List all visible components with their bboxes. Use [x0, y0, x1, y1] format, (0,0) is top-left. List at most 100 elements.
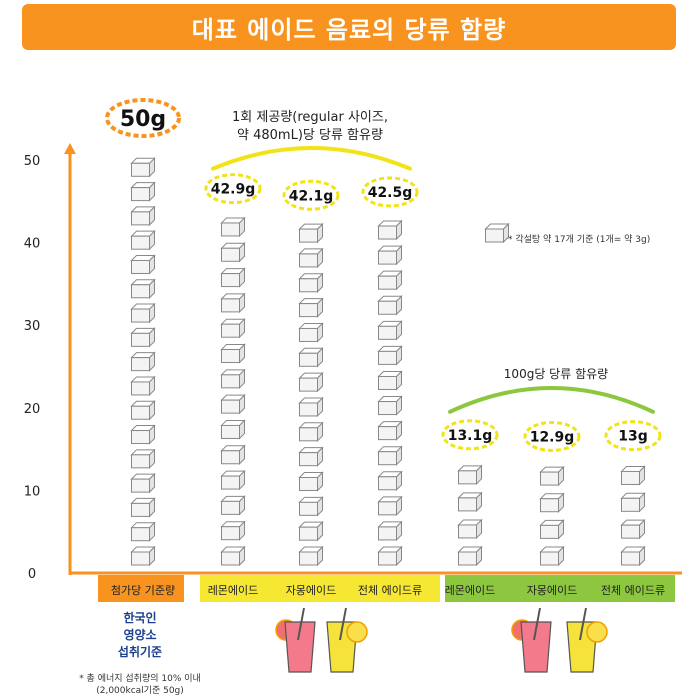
- sugar-cube: [220, 545, 246, 567]
- sugar-cube: [377, 295, 403, 316]
- sugar-cube: [377, 395, 403, 416]
- category-label: 전체 에이드류: [601, 584, 665, 597]
- sugar-cube: [220, 267, 246, 288]
- side-note-line-1: 한국인: [123, 611, 157, 625]
- data-label: 42.9g: [211, 182, 256, 198]
- bar-2-2: [539, 465, 565, 567]
- sugar-cube: [130, 351, 156, 372]
- sugar-cube: [220, 216, 246, 238]
- value-label: 13.1g: [441, 419, 499, 451]
- sugar-cube: [620, 545, 646, 567]
- sugar-cube: [220, 495, 246, 516]
- sugar-cube: [377, 370, 403, 391]
- sugar-cube: [220, 343, 246, 364]
- sugar-cube: [457, 491, 483, 513]
- sugar-cube: [130, 254, 156, 275]
- category-label: 레몬에이드: [445, 584, 496, 597]
- sugar-cube: [298, 222, 324, 244]
- sugar-cube: [539, 545, 565, 567]
- sugar-cube: [539, 465, 565, 487]
- category-label: 자몽에이드: [527, 584, 578, 597]
- category-band-2: [200, 575, 440, 602]
- reference-label: 50g: [105, 98, 181, 138]
- sugar-cube: [220, 469, 246, 491]
- sugar-cube: [130, 375, 156, 397]
- sugar-cube: [298, 421, 324, 443]
- sugar-cube: [298, 545, 324, 567]
- sugar-cube: [298, 272, 324, 293]
- y-tick-label: 30: [24, 319, 41, 334]
- sugar-cube: [130, 327, 156, 348]
- group-arc: [211, 146, 412, 171]
- sugar-cube: [457, 545, 483, 567]
- sugar-cube: [298, 322, 324, 343]
- sugar-cube: [130, 472, 156, 494]
- side-footnote-1: * 총 에너지 섭취량의 10% 이내: [79, 674, 201, 684]
- sugar-cube: [220, 444, 246, 465]
- grapefruit-ade-icon: [520, 607, 552, 673]
- sugar-cube: [377, 445, 403, 466]
- sugar-cube: [130, 205, 156, 227]
- value-label: 13g: [604, 420, 662, 452]
- sugar-cube: [620, 465, 646, 486]
- data-label: 50g: [120, 107, 166, 132]
- sugar-cube: [377, 470, 403, 491]
- sugar-cube: [620, 518, 646, 540]
- bar-reference: [130, 157, 156, 567]
- sugar-cube: [377, 244, 403, 266]
- group-title: 1회 제공량(regular 사이즈,: [232, 110, 388, 125]
- sugar-cube: [130, 400, 156, 421]
- sugar-cube: [377, 320, 403, 341]
- sugar-cube: [130, 181, 156, 202]
- cube-unit-note: * 각설탕 약 17개 기준 (1개= 약 3g): [508, 235, 651, 245]
- sugar-cube: [130, 545, 156, 567]
- side-note-line-2: 영양소: [123, 628, 157, 642]
- data-label: 13.1g: [448, 428, 493, 444]
- sugar-cube: [220, 393, 246, 415]
- sugar-cube: [130, 229, 156, 251]
- category-band-1: [98, 575, 184, 602]
- cube-unit-icon: [484, 222, 510, 244]
- bar-2-3: [620, 465, 646, 567]
- y-axis-arrow: [64, 143, 76, 154]
- category-band-3: [445, 575, 675, 602]
- data-label: 12.9g: [530, 429, 575, 445]
- value-label: 42.9g: [204, 173, 262, 205]
- sugar-cube: [377, 219, 403, 241]
- sugar-cube: [220, 317, 246, 339]
- sugar-cube: [377, 495, 403, 517]
- bar-1-2: [298, 222, 324, 567]
- sugar-cube: [298, 297, 324, 318]
- category-label: 자몽에이드: [286, 584, 337, 597]
- sugar-cube: [130, 521, 156, 542]
- sugar-cube: [457, 518, 483, 540]
- sugar-cube: [539, 519, 565, 540]
- y-tick-label: 10: [24, 484, 41, 499]
- group-arc: [448, 386, 655, 414]
- sugar-cube: [298, 347, 324, 368]
- sugar-cube: [130, 302, 156, 324]
- sugar-cube: [220, 419, 246, 440]
- bar-2-1: [457, 464, 483, 567]
- sugar-cube: [298, 247, 324, 269]
- y-tick-label: 50: [24, 154, 41, 169]
- sugar-cube: [220, 368, 246, 390]
- sugar-cube: [539, 492, 565, 513]
- y-tick-label: 20: [24, 402, 41, 417]
- category-label: 레몬에이드: [208, 584, 259, 597]
- side-note-line-3: 섭취기준: [117, 645, 163, 659]
- sugar-cube: [130, 157, 156, 178]
- bar-1-3: [377, 219, 403, 567]
- sugar-cube: [377, 345, 403, 366]
- sugar-cube: [457, 464, 483, 486]
- sugar-cube: [377, 269, 403, 291]
- sugar-cube: [220, 292, 246, 314]
- sugar-cube: [298, 471, 324, 492]
- category-label: 첨가당 기준량: [111, 584, 175, 597]
- sugar-cube: [220, 520, 246, 541]
- sugar-cube: [377, 420, 403, 441]
- y-tick-label: 0: [28, 567, 36, 582]
- sugar-cube: [298, 520, 324, 542]
- group-title: 100g당 당류 함유량: [504, 367, 608, 381]
- category-label: 전체 에이드류: [358, 584, 422, 597]
